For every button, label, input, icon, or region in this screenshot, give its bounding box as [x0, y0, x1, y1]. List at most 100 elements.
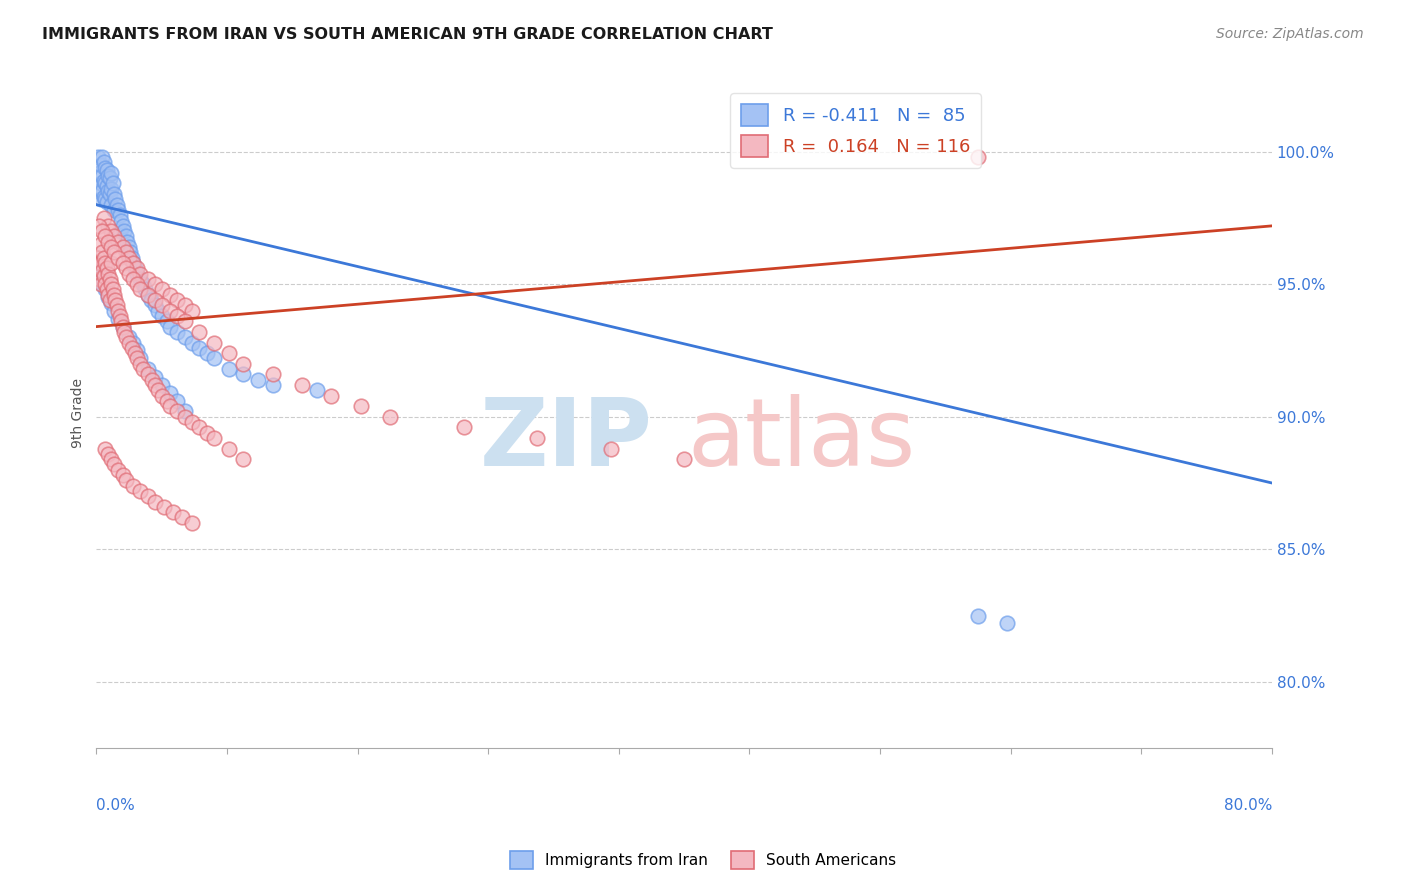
Point — [108, 208, 131, 222]
Point — [232, 357, 254, 371]
Point — [94, 161, 117, 175]
Point — [98, 272, 121, 286]
Point — [166, 325, 188, 339]
Point — [195, 425, 218, 440]
Point — [114, 473, 136, 487]
Point — [120, 245, 142, 260]
Point — [380, 409, 402, 424]
Point — [195, 346, 218, 360]
Point — [166, 293, 188, 307]
Point — [232, 452, 254, 467]
Point — [453, 420, 475, 434]
Point — [136, 362, 159, 376]
Point — [89, 272, 111, 286]
Point — [202, 335, 225, 350]
Point — [166, 404, 188, 418]
Point — [121, 341, 143, 355]
Point — [111, 319, 134, 334]
Point — [118, 335, 141, 350]
Point — [100, 240, 122, 254]
Point — [112, 224, 135, 238]
Point — [232, 368, 254, 382]
Point — [218, 362, 240, 376]
Point — [122, 256, 145, 270]
Point — [143, 298, 166, 312]
Point — [87, 150, 110, 164]
Point — [107, 235, 129, 249]
Point — [188, 325, 211, 339]
Point — [139, 293, 162, 307]
Point — [89, 219, 111, 233]
Point — [94, 442, 117, 456]
Point — [127, 343, 149, 358]
Point — [132, 277, 155, 292]
Point — [997, 616, 1019, 631]
Point — [115, 235, 138, 249]
Point — [107, 202, 129, 217]
Point — [105, 197, 128, 211]
Point — [94, 229, 117, 244]
Point — [166, 393, 188, 408]
Point — [132, 362, 155, 376]
Point — [111, 219, 134, 233]
Point — [188, 341, 211, 355]
Point — [93, 174, 115, 188]
Point — [97, 287, 120, 301]
Point — [97, 447, 120, 461]
Point — [159, 399, 181, 413]
Point — [202, 431, 225, 445]
Point — [122, 256, 145, 270]
Point — [129, 267, 152, 281]
Point — [103, 229, 125, 244]
Point — [107, 311, 129, 326]
Point — [134, 283, 156, 297]
Point — [526, 431, 548, 445]
Point — [173, 298, 195, 312]
Point — [218, 442, 240, 456]
Point — [136, 368, 159, 382]
Point — [152, 388, 174, 402]
Point — [96, 194, 118, 209]
Point — [91, 264, 114, 278]
Point — [124, 261, 146, 276]
Point — [91, 169, 114, 183]
Point — [114, 229, 136, 244]
Point — [89, 185, 111, 199]
Point — [173, 314, 195, 328]
Point — [100, 182, 122, 196]
Point — [127, 261, 149, 276]
Point — [112, 325, 135, 339]
Point — [143, 494, 166, 508]
Point — [173, 409, 195, 424]
Point — [118, 267, 141, 281]
Point — [159, 319, 181, 334]
Point — [146, 383, 169, 397]
Point — [96, 261, 118, 276]
Point — [90, 237, 112, 252]
Point — [129, 272, 152, 286]
Point — [122, 478, 145, 492]
Point — [173, 404, 195, 418]
Point — [90, 158, 112, 172]
Text: 0.0%: 0.0% — [97, 798, 135, 814]
Point — [173, 330, 195, 344]
Point — [108, 224, 131, 238]
Point — [152, 309, 174, 323]
Point — [136, 287, 159, 301]
Point — [111, 319, 134, 334]
Point — [100, 224, 122, 238]
Point — [180, 415, 202, 429]
Point — [146, 303, 169, 318]
Point — [118, 240, 141, 254]
Text: ZIP: ZIP — [479, 393, 652, 485]
Point — [94, 256, 117, 270]
Point — [101, 283, 124, 297]
Point — [105, 298, 128, 312]
Point — [90, 177, 112, 191]
Point — [118, 330, 141, 344]
Point — [97, 185, 120, 199]
Point — [110, 213, 132, 227]
Point — [87, 251, 110, 265]
Point — [91, 277, 114, 292]
Point — [89, 256, 111, 270]
